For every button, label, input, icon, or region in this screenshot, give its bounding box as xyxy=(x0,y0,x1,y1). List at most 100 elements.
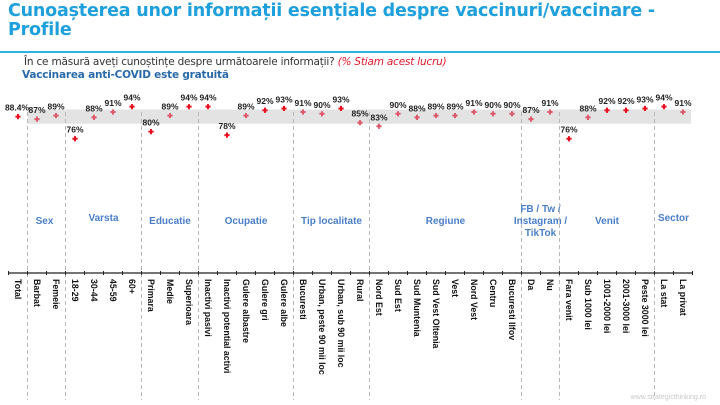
category-label: 45-59 xyxy=(108,279,118,302)
data-point xyxy=(471,109,477,115)
data-label: 89% xyxy=(237,102,254,112)
category-label: Nord Vest xyxy=(469,279,479,320)
data-point xyxy=(110,109,116,115)
group-label: Sex xyxy=(36,216,54,227)
data-label: 91% xyxy=(674,98,691,108)
data-point xyxy=(262,107,268,113)
category-label: Urban, peste 90 mii loc xyxy=(317,279,327,375)
group-label: Instagram / xyxy=(514,216,568,227)
category-label: Bucuresti xyxy=(298,279,308,320)
data-point xyxy=(319,111,325,117)
footer-source: www.strategicthinking.ro xyxy=(630,394,706,401)
category-label: La stat xyxy=(659,279,669,307)
data-label: 90% xyxy=(484,100,501,110)
data-label: 92% xyxy=(617,96,634,106)
data-point xyxy=(300,109,306,115)
data-label: 91% xyxy=(465,98,482,108)
group-label: Ocupatie xyxy=(225,216,268,227)
category-label: Gulere gri xyxy=(260,279,270,321)
data-label: 93% xyxy=(636,94,653,104)
data-point xyxy=(15,114,21,120)
data-point xyxy=(414,114,420,120)
data-label: 94% xyxy=(199,93,216,103)
data-point xyxy=(243,112,249,119)
data-label: 92% xyxy=(256,96,273,106)
data-label: 94% xyxy=(180,93,197,103)
category-label: Sub 1000 lei xyxy=(583,279,593,330)
data-point xyxy=(547,109,553,115)
data-label: 87% xyxy=(28,105,45,115)
category-label: Sud Est xyxy=(393,279,403,312)
category-label: Gulere albastre xyxy=(241,279,251,343)
category-label: Peste 3000 lei xyxy=(640,279,650,337)
category-label: 2001-3000 lei xyxy=(621,279,631,333)
category-label: Sud Vest Oltenia xyxy=(431,279,441,349)
page-title: Cunoașterea unor informații esențiale de… xyxy=(8,1,655,40)
data-label: 93% xyxy=(275,94,292,104)
data-label: 91% xyxy=(541,98,558,108)
question-highlight: (% Stiam acest lucru) xyxy=(337,56,447,68)
data-label: 91% xyxy=(104,98,121,108)
category-label: Nu xyxy=(545,279,555,291)
data-label: 88% xyxy=(579,103,596,113)
data-label: 89% xyxy=(47,102,64,112)
data-label: 88.4% xyxy=(5,103,30,113)
data-label: 89% xyxy=(427,102,444,112)
category-label: Gulere albe xyxy=(279,279,289,327)
data-point xyxy=(224,132,230,138)
category-label: Vest xyxy=(450,279,460,297)
category-label: Sud Muntenia xyxy=(412,279,422,337)
data-point xyxy=(72,136,78,142)
data-point xyxy=(53,112,59,119)
category-label: 1001-2000 lei xyxy=(602,279,612,333)
data-label: 88% xyxy=(408,103,425,113)
data-point xyxy=(186,104,192,110)
group-label: Educatie xyxy=(149,216,191,227)
data-label: 90% xyxy=(503,100,520,110)
category-label: Centru xyxy=(488,279,498,307)
data-point xyxy=(680,109,686,115)
data-label: 87% xyxy=(522,105,539,115)
data-point xyxy=(167,112,173,119)
category-label: Primara xyxy=(146,279,156,312)
data-point xyxy=(148,129,154,135)
category-label: Barbat xyxy=(32,279,42,307)
data-point xyxy=(376,123,382,129)
group-label: Varsta xyxy=(88,213,118,224)
category-label: Nord Est xyxy=(374,279,384,316)
data-point xyxy=(623,107,629,113)
category-label: Inactivi pasivi xyxy=(203,279,213,337)
group-label: Tip localitate xyxy=(301,216,362,227)
data-label: 89% xyxy=(446,102,463,112)
data-label: 89% xyxy=(161,102,178,112)
data-label: 92% xyxy=(598,96,615,106)
group-label: TikTok xyxy=(525,228,557,239)
data-point xyxy=(566,136,572,142)
group-label: Sector xyxy=(658,213,689,224)
data-label: 80% xyxy=(142,118,159,128)
data-point xyxy=(433,112,439,119)
category-label: 30-44 xyxy=(89,279,99,302)
group-label: Venit xyxy=(595,216,620,227)
data-label: 88% xyxy=(85,103,102,113)
data-label: 90% xyxy=(313,100,330,110)
data-point xyxy=(604,107,610,113)
data-point xyxy=(281,105,287,112)
group-label: FB / Tw / xyxy=(520,204,561,215)
category-label: Bucuresti Ilfov xyxy=(507,279,517,340)
category-label: Rural xyxy=(355,279,365,302)
data-point xyxy=(129,104,135,110)
data-point xyxy=(91,114,97,120)
category-label: Inactivi potential activi xyxy=(222,279,232,373)
data-point xyxy=(642,105,648,112)
data-label: 91% xyxy=(294,98,311,108)
data-point xyxy=(661,104,667,110)
category-label: 18-29 xyxy=(70,279,80,302)
data-point xyxy=(395,111,401,117)
category-label: Fara venit xyxy=(564,279,574,321)
data-label: 90% xyxy=(389,100,406,110)
title-divider xyxy=(0,51,720,53)
confidence-band xyxy=(28,109,691,124)
data-point xyxy=(528,116,534,122)
